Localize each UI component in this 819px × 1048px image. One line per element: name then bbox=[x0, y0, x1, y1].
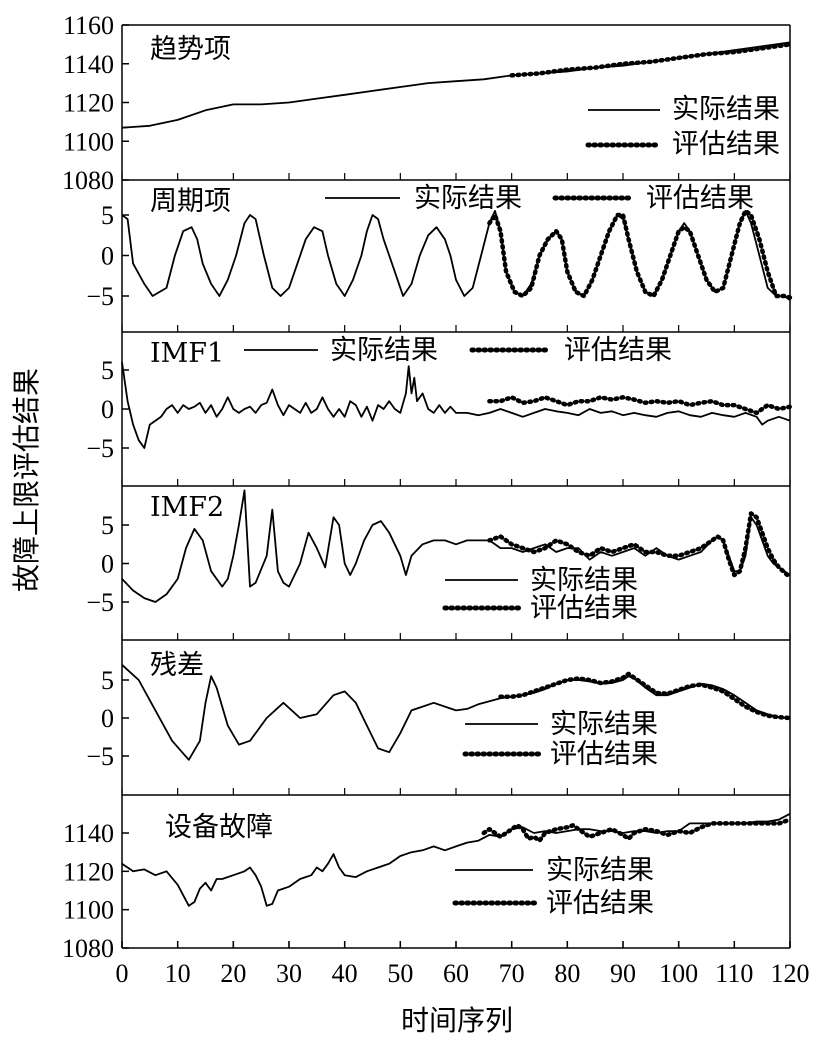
y-tick-label: 5 bbox=[101, 511, 114, 540]
actual-series-line bbox=[121, 209, 791, 301]
y-tick-label: 1100 bbox=[63, 127, 114, 156]
x-tick-label: 80 bbox=[554, 959, 580, 988]
legend-estimated-label: 评估结果 bbox=[546, 888, 654, 919]
y-tick-label: 1120 bbox=[63, 857, 114, 886]
y-tick-label: −5 bbox=[86, 588, 114, 617]
x-tick-label: 60 bbox=[443, 959, 469, 988]
legend-actual-label: 实际结果 bbox=[546, 855, 654, 886]
y-tick-label: 5 bbox=[101, 356, 114, 385]
x-axis-title: 时间序列 bbox=[401, 1004, 513, 1037]
y-tick-label: −5 bbox=[86, 434, 114, 463]
legend-estimated-label: 评估结果 bbox=[672, 129, 780, 160]
x-tick-label: 30 bbox=[276, 959, 302, 988]
x-tick-label: 90 bbox=[610, 959, 636, 988]
y-tick-label: 1160 bbox=[63, 11, 114, 40]
actual-series-line bbox=[121, 362, 791, 449]
y-tick-label: 0 bbox=[101, 395, 114, 424]
y-tick-label: 1140 bbox=[63, 819, 114, 848]
legend-estimated-label: 评估结果 bbox=[646, 183, 754, 214]
legend-actual-label: 实际结果 bbox=[414, 183, 522, 214]
legend-estimated-label: 评估结果 bbox=[550, 739, 658, 770]
y-tick-label: 1080 bbox=[62, 934, 114, 963]
legend-estimated-label: 评估结果 bbox=[530, 593, 638, 624]
panel-title: 设备故障 bbox=[165, 812, 273, 843]
y-tick-label: 1080 bbox=[62, 166, 114, 195]
panel-title: IMF2 bbox=[150, 492, 224, 523]
y-tick-label: 5 bbox=[101, 201, 114, 230]
panel-title: 周期项 bbox=[150, 186, 231, 217]
x-tick-label: 40 bbox=[332, 959, 358, 988]
actual-series-line bbox=[121, 664, 791, 761]
x-tick-label: 70 bbox=[499, 959, 525, 988]
estimated-series-line bbox=[487, 511, 793, 580]
legend-actual-label: 实际结果 bbox=[530, 565, 638, 596]
x-tick-label: 10 bbox=[165, 959, 191, 988]
estimated-series-line bbox=[487, 395, 793, 416]
y-tick-label: 0 bbox=[101, 704, 114, 733]
y-tick-label: 1120 bbox=[63, 89, 114, 118]
panel-2: −5 0 5 周期项 实际结果 评估结果 bbox=[86, 179, 793, 332]
estimated-series-line bbox=[498, 671, 793, 721]
panel-3: −5 0 5 IMF1 实际结果 评估结果 bbox=[86, 331, 793, 486]
y-tick-label: 5 bbox=[101, 666, 114, 695]
legend-actual-label: 实际结果 bbox=[330, 335, 438, 366]
panel-title: 趋势项 bbox=[150, 34, 231, 65]
x-tick-label: 50 bbox=[387, 959, 413, 988]
estimated-series-line bbox=[487, 208, 793, 300]
x-tick-label: 0 bbox=[116, 959, 129, 988]
x-tick-label: 110 bbox=[715, 959, 753, 988]
legend-actual-label: 实际结果 bbox=[550, 709, 658, 740]
y-tick-label: 0 bbox=[101, 242, 114, 271]
legend-estimated-label: 评估结果 bbox=[564, 335, 672, 366]
estimated-series-line bbox=[481, 817, 793, 843]
x-tick-label: 120 bbox=[771, 959, 810, 988]
y-axis-title: 故障上限评估结果 bbox=[10, 368, 43, 592]
panel-title: IMF1 bbox=[150, 338, 224, 369]
legend-actual-label: 实际结果 bbox=[672, 94, 780, 125]
y-tick-label: −5 bbox=[86, 282, 114, 311]
estimated-series-line bbox=[509, 42, 793, 78]
panel-title: 残差 bbox=[150, 650, 204, 681]
y-tick-label: 1100 bbox=[63, 896, 114, 925]
y-tick-label: −5 bbox=[86, 742, 114, 771]
x-tick-label: 20 bbox=[220, 959, 246, 988]
y-tick-label: 1140 bbox=[63, 50, 114, 79]
y-tick-label: 0 bbox=[101, 550, 114, 579]
x-tick-label: 100 bbox=[659, 959, 698, 988]
